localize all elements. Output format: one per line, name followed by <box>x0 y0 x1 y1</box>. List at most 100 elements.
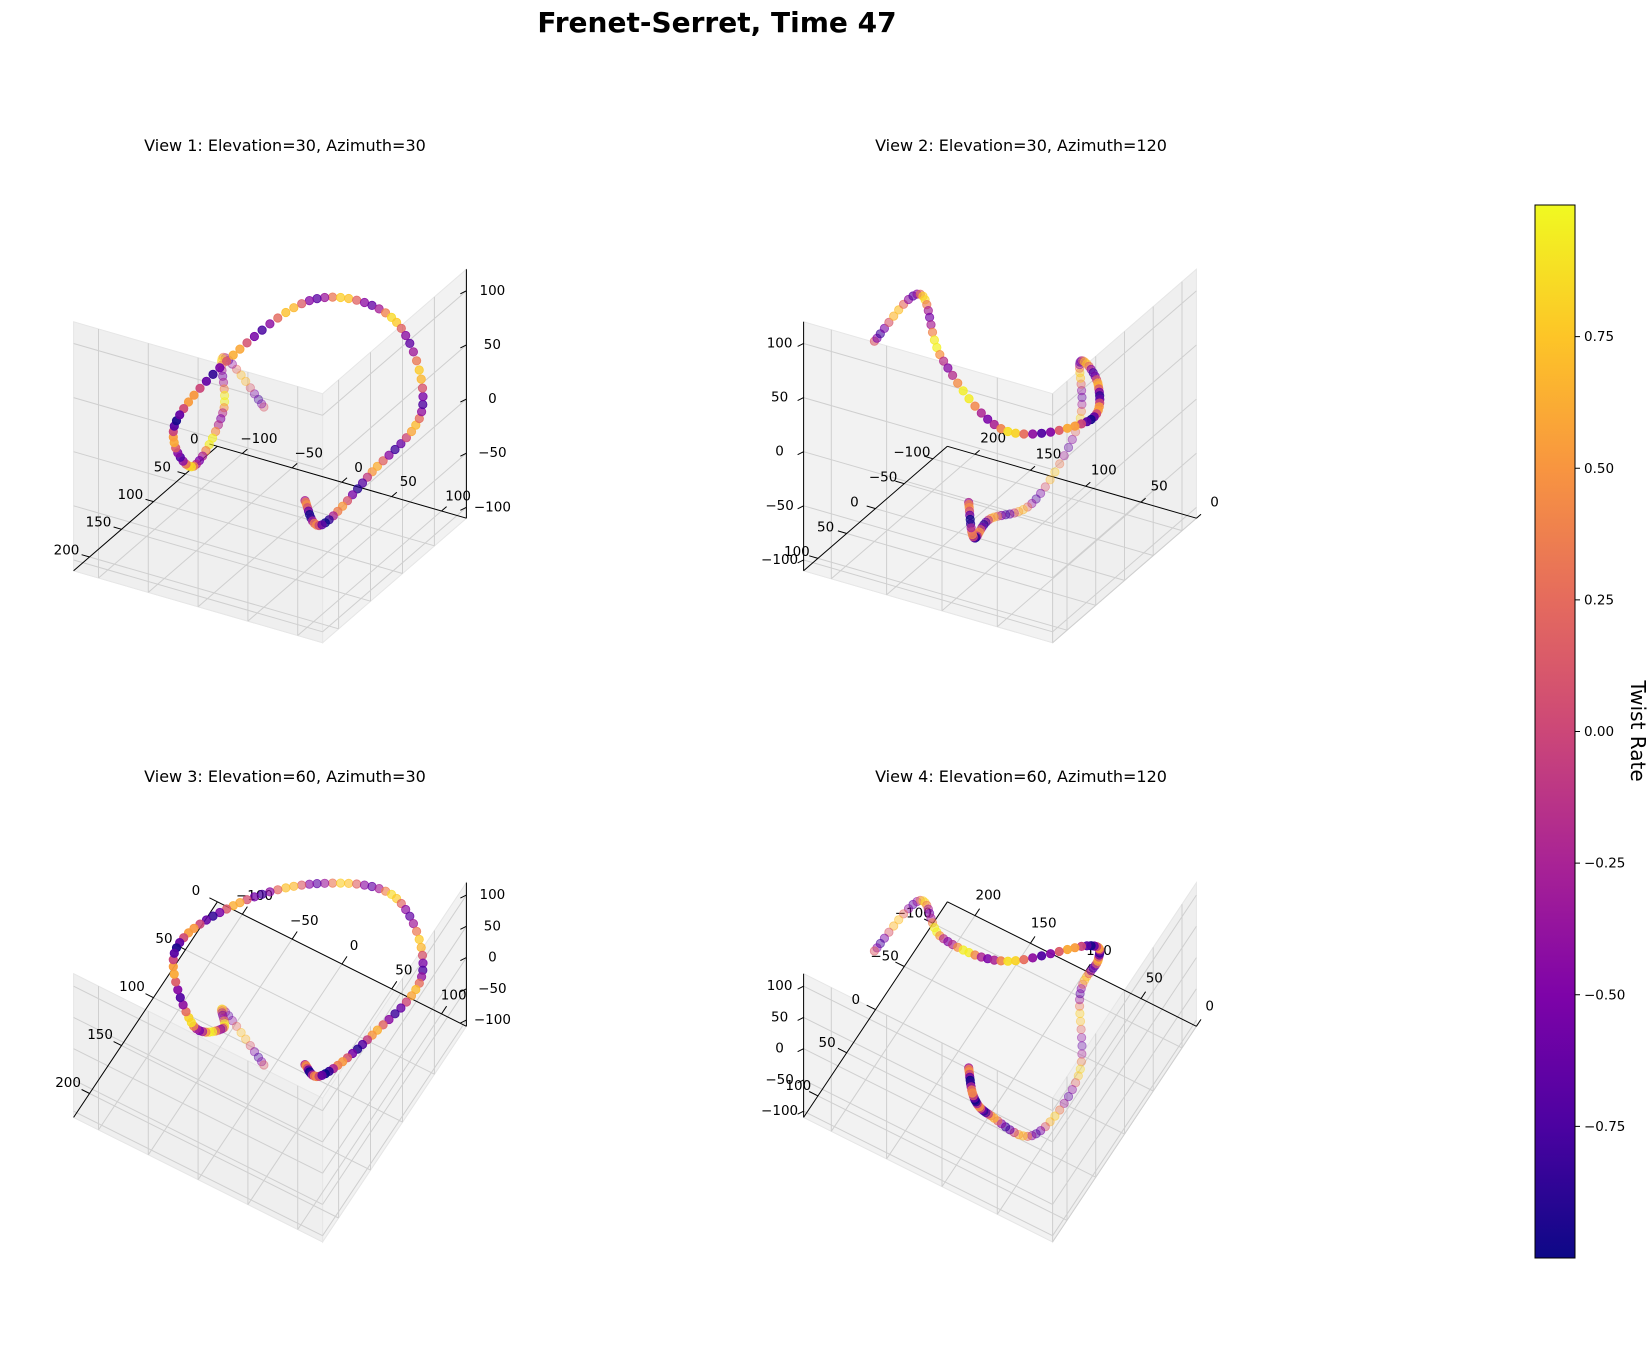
data-point <box>889 311 899 321</box>
data-point <box>1010 428 1021 438</box>
grid-line <box>875 1009 1125 1135</box>
data-point <box>173 985 183 995</box>
data-point <box>417 950 428 961</box>
data-point <box>257 325 267 335</box>
grid-line <box>73 397 323 470</box>
z-tick-mark <box>797 1110 804 1115</box>
grid-line <box>73 985 323 1112</box>
grid-line <box>73 1110 323 1237</box>
data-point <box>297 880 307 890</box>
data-point <box>245 1041 255 1051</box>
y-tick-label: 100 <box>118 487 144 503</box>
data-point <box>281 883 291 893</box>
data-point <box>215 363 225 373</box>
data-point <box>175 992 185 1003</box>
data-point <box>1031 494 1041 504</box>
grid-line <box>803 505 1053 579</box>
data-point <box>1077 1033 1087 1043</box>
grid-line <box>1052 507 1197 633</box>
data-point <box>289 303 299 313</box>
y-tick-label: 50 <box>154 459 171 475</box>
x-axis-line <box>217 445 467 519</box>
data-point <box>1054 425 1064 435</box>
panel-view-2: View 2: Elevation=30, Azimuth=120 −100 −5… <box>761 136 1219 644</box>
x-tick-mark <box>866 1004 876 1011</box>
colorbar-tick-label: −0.50 <box>1584 987 1625 1003</box>
data-point <box>236 1028 246 1038</box>
grid-line <box>98 914 243 1131</box>
panel-title: View 3: Elevation=60, Azimuth=30 <box>144 767 426 786</box>
x-tick-label: −50 <box>869 470 898 486</box>
x-tick-mark <box>441 506 447 512</box>
data-point <box>1019 954 1029 965</box>
y-tick-label: 0 <box>190 432 199 448</box>
z-tick-label: 0 <box>775 444 784 460</box>
grid-line <box>1052 894 1197 1111</box>
z-tick-mark <box>460 344 467 349</box>
y-axis-line <box>947 445 1197 519</box>
data-point <box>401 997 411 1007</box>
x-tick-label: 50 <box>395 963 412 979</box>
y-tick-mark <box>81 1089 90 1094</box>
z-tick-label: −50 <box>765 498 794 514</box>
z-tick-label: −100 <box>474 499 511 515</box>
data-point <box>1062 944 1073 955</box>
y-tick-label: 150 <box>87 1027 113 1043</box>
grid-line <box>1052 957 1197 1174</box>
data-point <box>938 356 949 366</box>
data-point <box>249 389 260 399</box>
x-tick-label: 50 <box>817 519 834 535</box>
grid-line <box>322 507 467 633</box>
data-point <box>242 338 252 348</box>
y-tick-label: 0 <box>1205 998 1214 1014</box>
figure-title: Frenet-Serret, Time 47 <box>537 6 896 39</box>
data-point <box>359 880 370 890</box>
z-tick-label: 0 <box>488 391 497 407</box>
grid-line <box>153 501 403 574</box>
x-tick-mark <box>241 448 248 454</box>
data-point <box>273 313 283 323</box>
data-point <box>352 295 362 305</box>
x-tick-label: 100 <box>785 1078 811 1094</box>
grid-line <box>121 528 371 602</box>
data-point <box>344 878 354 889</box>
x-tick-label: 50 <box>400 474 417 490</box>
grid-line <box>322 988 467 1205</box>
data-point <box>352 879 362 889</box>
y-tick-label: 0 <box>192 883 201 899</box>
data-point <box>241 376 251 386</box>
x-tick-label: 0 <box>354 460 363 476</box>
x-tick-mark <box>866 505 876 510</box>
data-point <box>357 478 368 488</box>
grid-line <box>147 467 293 593</box>
data-point <box>1036 1126 1046 1136</box>
z-tick-mark <box>797 559 804 564</box>
grid-line <box>322 452 467 579</box>
data-point <box>1003 956 1013 966</box>
data-point <box>256 399 267 409</box>
grid-line <box>1052 1026 1197 1243</box>
panel-view-4: View 4: Elevation=60, Azimuth=120 −100 −5… <box>761 767 1214 1244</box>
x-tick-label: −100 <box>893 445 930 461</box>
grid-line <box>73 1016 323 1143</box>
data-point <box>411 984 421 995</box>
data-point <box>416 374 426 384</box>
z-tick-label: 0 <box>775 1041 784 1057</box>
grid-line <box>996 501 1142 628</box>
data-point <box>183 397 194 407</box>
grid-line <box>247 988 393 1205</box>
y-tick-label: 200 <box>55 1075 81 1091</box>
grid-line <box>875 508 1125 581</box>
grid-line <box>803 1016 1053 1143</box>
y-tick-mark <box>974 449 980 455</box>
colorbar-tick-label: −0.25 <box>1584 856 1625 872</box>
data-point <box>390 444 400 455</box>
data-point <box>408 918 418 929</box>
z-tick-mark <box>460 1019 467 1024</box>
colorbar-tick-label: 0.75 <box>1584 329 1614 345</box>
data-point <box>189 390 199 400</box>
data-point <box>320 878 330 888</box>
data-point <box>1077 399 1087 409</box>
data-point <box>222 356 232 366</box>
y-axis-line <box>947 901 1197 1027</box>
